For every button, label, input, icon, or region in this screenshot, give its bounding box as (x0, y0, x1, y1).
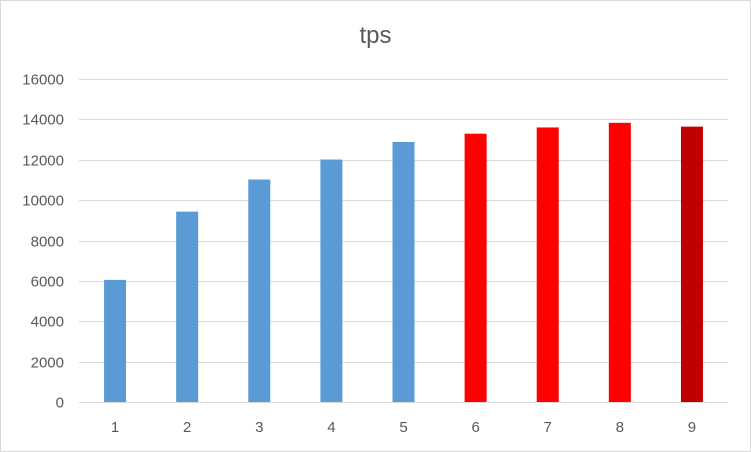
x-tick-label: 2 (183, 419, 191, 436)
y-tick-label: 14000 (22, 112, 64, 129)
y-tick-label: 12000 (22, 153, 64, 170)
bar (392, 141, 415, 403)
bar (464, 133, 487, 402)
x-tick-label: 4 (327, 419, 335, 436)
x-tick-label: 8 (616, 419, 624, 436)
x-tick-label: 7 (544, 419, 552, 436)
bar (104, 279, 127, 402)
x-tick-label: 3 (255, 419, 263, 436)
y-tick-label: 2000 (31, 355, 64, 372)
y-tick-label: 6000 (31, 274, 64, 291)
bar (248, 179, 271, 402)
x-tick-label: 6 (471, 419, 479, 436)
y-axis-tick-labels: 0 2000 4000 6000 8000 10000 12000 14000 16000 (22, 72, 64, 412)
bar (680, 126, 703, 402)
bar (320, 159, 343, 402)
bar (536, 127, 559, 402)
bar (608, 122, 631, 402)
y-tick-label: 8000 (31, 234, 64, 251)
bar (176, 211, 199, 402)
x-tick-label: 5 (399, 419, 407, 436)
x-axis-tick-labels: 1 2 3 4 5 6 7 8 9 (111, 419, 696, 436)
chart-title: tps (359, 22, 392, 49)
bars (104, 122, 703, 403)
y-tick-label: 4000 (31, 314, 64, 331)
y-tick-label: 10000 (22, 193, 64, 210)
x-tick-label: 9 (688, 419, 696, 436)
y-tick-label: 16000 (22, 72, 64, 89)
y-tick-label: 0 (56, 395, 64, 412)
x-tick-label: 1 (111, 419, 119, 436)
